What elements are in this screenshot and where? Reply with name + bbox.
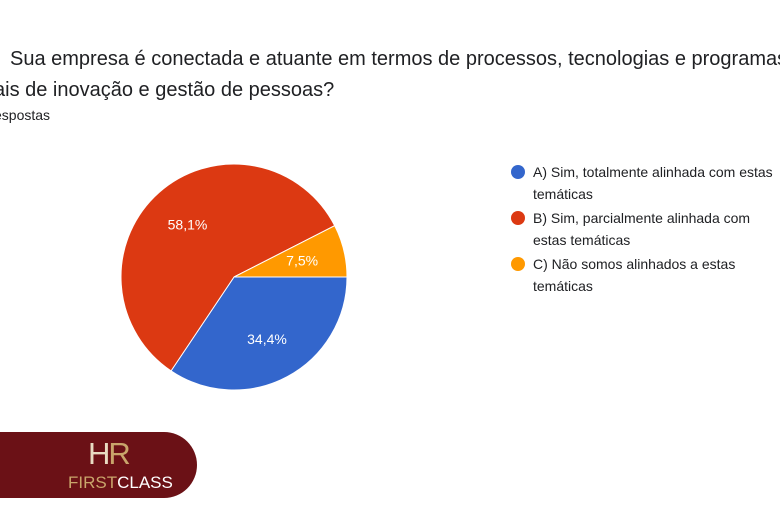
logo-letter-r: R [108,436,130,471]
legend-swatch-c [511,257,525,271]
pie-slice-b[interactable] [120,163,336,372]
legend-item-c[interactable]: C) Não somos alinhados a estas temáticas [511,253,780,297]
pie-label-a: 34,4% [247,331,287,347]
pie-slice-a[interactable] [170,276,348,391]
legend-label-a-line2: temáticas [533,186,593,202]
legend-item-b[interactable]: B) Sim, parcialmente alinhada com estas … [511,207,780,251]
logo-word-first: FIRST [68,473,118,492]
pie-slice-c[interactable] [233,225,348,278]
legend-item-a[interactable]: A) Sim, totalmente alinhada com estas te… [511,161,780,205]
logo-word-class: CLASS [117,473,173,492]
chart-legend: A) Sim, totalmente alinhada com estas te… [511,161,780,299]
legend-label-c-line2: temáticas [533,278,593,294]
firstclass-wordmark: FIRSTCLASS [68,474,173,492]
hr-firstclass-logo-badge [0,432,197,498]
legend-swatch-a [511,165,525,179]
responses-count: espostas [0,107,51,123]
question-title: Sua empresa é conectada e atuante em ter… [0,44,780,106]
question-title-line-2: ais de inovação e gestão de pessoas? [0,79,335,101]
legend-label-b-line1: B) Sim, parcialmente alinhada com [533,210,751,226]
question-title-line-1: Sua empresa é conectada e atuante em ter… [10,48,780,70]
legend-label-c-line1: C) Não somos alinhados a estas [533,256,736,272]
legend-label-b-line2: estas temáticas [533,232,631,248]
legend-swatch-b [511,211,525,225]
legend-label-a-line1: A) Sim, totalmente alinhada com estas [533,164,773,180]
pie-label-b: 58,1% [168,217,208,233]
hr-logo-mark: HR [88,436,131,471]
pie-label-c: 7,5% [286,253,318,269]
logo-letter-h: H [88,436,110,471]
